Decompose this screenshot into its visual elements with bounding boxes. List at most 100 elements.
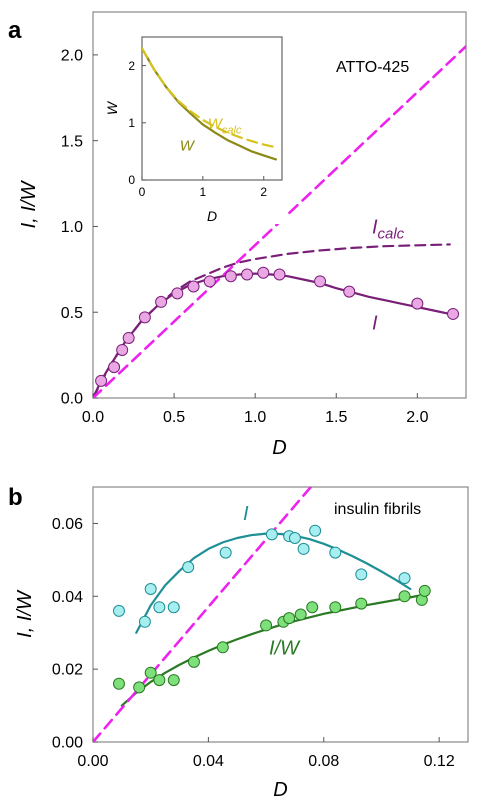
- panel-b-plot-frame: [92, 486, 469, 743]
- panel-a-label-main: I: [372, 216, 378, 238]
- panel-b-series-i-w-point: [398, 590, 411, 603]
- panel-b-y-tick-label: 0.06: [52, 516, 83, 533]
- inset-label-main: W: [208, 116, 224, 133]
- panel-b-series-i-point: [288, 532, 301, 544]
- panel-b-x-axis-label: D: [273, 779, 287, 801]
- inset-x-axis-label: D: [207, 208, 217, 224]
- panel-b-series-i-point: [153, 601, 166, 614]
- panel-b-label-i: I: [243, 503, 249, 525]
- panel-a-chart: 0.0 0.5 1.0 1.5 2.0 0.0 0.5 1.0 1.5 2.0 D I, I/W Ica…: [18, 11, 467, 459]
- panel-a-series-i-point: [314, 275, 327, 288]
- panel-b-series-i-w-point: [187, 655, 200, 668]
- panel-b-series-i-point: [329, 546, 342, 559]
- panel-b-series-i-point: [309, 524, 322, 537]
- inset-background: [112, 33, 288, 224]
- panel-b-series-i-point: [167, 601, 180, 614]
- panel-b-y-tick-label: 0.00: [52, 735, 83, 752]
- inset-x-tick-label: 1: [200, 185, 207, 199]
- panel-a-x-tick-label: 0.0: [82, 409, 104, 426]
- panel-a-label-subscript: calc: [378, 225, 405, 242]
- panel-a-x-axis-label: D: [272, 437, 286, 459]
- panel-b-series-i-w-point: [355, 597, 368, 610]
- panel-b-series-i-w-line: [120, 593, 426, 707]
- inset-y-axis-label: W: [104, 100, 120, 115]
- panel-b-x-tick-label: 0.04: [193, 753, 224, 770]
- panel-b-series-i-w-point: [133, 681, 146, 694]
- panel-a-series-i-point: [116, 343, 129, 356]
- panel-a-y-tick-label: 1.0: [61, 219, 83, 236]
- panel-b-series-i-w-point: [283, 612, 296, 625]
- panel-a-annotation: ATTO-425: [336, 59, 409, 76]
- panel-b-series-i-point: [355, 568, 368, 581]
- inset-label-w-calc: Wcalc: [208, 116, 242, 137]
- panel-b-label-i-w: I/W: [269, 638, 301, 660]
- panel-b-series-i-w-point: [306, 601, 319, 614]
- panel-a-series-i-point: [273, 268, 286, 281]
- panel-a-plot-frame: [92, 11, 467, 399]
- panel-b-y-tick-label: 0.04: [52, 589, 83, 606]
- panel-a-y-tick-label: 0.0: [61, 391, 83, 408]
- inset-y-tick-label: 0: [128, 173, 135, 187]
- panel-a-series-i-point: [343, 285, 356, 298]
- panel-b-series-i-line: [135, 532, 412, 634]
- panel-b-series-i-point: [265, 528, 278, 541]
- panel-a-label-main: I: [372, 312, 378, 334]
- panel-a-label-i-calc: Icalc: [372, 216, 405, 242]
- panel-a-series-i-line: [93, 272, 451, 398]
- panel-a-y-tick-label: 0.5: [61, 305, 83, 322]
- panel-b-letter: b: [8, 484, 23, 511]
- panel-b-series-i-point: [112, 604, 125, 617]
- panel-b-series-i-w-point: [153, 674, 166, 687]
- panel-b-chart: 0.00 0.04 0.08 0.12 0.00 0.02 0.04 0.06 D I, I/W I…: [14, 486, 469, 801]
- panel-b-series-i-point: [219, 546, 232, 559]
- panel-a-series-i-point: [155, 295, 168, 308]
- panel-a-label-i: I: [372, 312, 378, 334]
- panel-b-y-axis-label: I, I/W: [14, 589, 36, 638]
- panel-b-x-tick-label: 0.08: [308, 753, 339, 770]
- inset-y-tick-label: 1: [128, 116, 135, 130]
- panel-a-series-i-point: [187, 280, 200, 293]
- panel-b-x-tick-label: 0.12: [424, 753, 455, 770]
- panel-a-series-i-point: [257, 266, 270, 279]
- inset-x-tick-label: 0: [139, 185, 146, 199]
- panel-a-series-i-point: [122, 331, 135, 344]
- panel-b-series-i-point: [182, 561, 195, 574]
- panel-a-y-tick-label: 1.5: [61, 133, 83, 150]
- panel-b-series-i-w-point: [294, 608, 307, 621]
- inset-x-tick-label: 2: [260, 185, 267, 199]
- inset-plot-frame: [141, 36, 283, 181]
- inset-label-main: W: [180, 137, 196, 154]
- panel-a-series-i-calc-dashed-line: [93, 243, 451, 398]
- panel-a-series-i-point: [95, 374, 108, 387]
- panel-a-series-i-point: [108, 361, 121, 374]
- panel-a-series-i-point: [171, 287, 184, 300]
- panel-b-series-diagonal-dashed-line: [93, 487, 313, 742]
- inset-label-w: W: [180, 137, 196, 154]
- panel-b-x-tick-label: 0.00: [77, 753, 108, 770]
- panel-b-series-i-point: [138, 615, 151, 628]
- panel-b-series-i-point: [398, 572, 411, 585]
- panel-a-x-tick-label: 0.5: [163, 409, 185, 426]
- panel-b-label-main: I/W: [269, 638, 301, 660]
- panel-a-x-tick-label: 1.0: [244, 409, 266, 426]
- panel-a-y-axis-label: I, I/W: [18, 180, 40, 229]
- panel-b-series-i-w-point: [260, 619, 273, 632]
- inset-y-tick-label: 2: [128, 59, 135, 73]
- panel-b-label-main: I: [243, 503, 249, 525]
- inset-label-subscript: calc: [222, 125, 242, 137]
- panel-a-series-i-point: [447, 307, 460, 320]
- panel-b-annotation: insulin fibrils: [334, 501, 421, 518]
- panel-a-x-tick-label: 1.5: [325, 409, 347, 426]
- panel-a-y-tick-label: 2.0: [61, 47, 83, 64]
- panel-b-series-i-w-point: [112, 677, 125, 690]
- panel-b-series-i-w-point: [144, 666, 157, 679]
- panel-a-x-tick-label: 2.0: [406, 409, 428, 426]
- panel-b-series-i-w-point: [216, 641, 229, 654]
- panel-b-series-i-w-point: [329, 601, 342, 614]
- panel-a-series-i-point: [411, 297, 424, 310]
- panel-b-series-i-point: [144, 583, 157, 595]
- panel-b-y-tick-label: 0.02: [52, 662, 83, 679]
- panel-a-letter: a: [8, 17, 22, 44]
- panel-a-series-i-point: [224, 270, 237, 283]
